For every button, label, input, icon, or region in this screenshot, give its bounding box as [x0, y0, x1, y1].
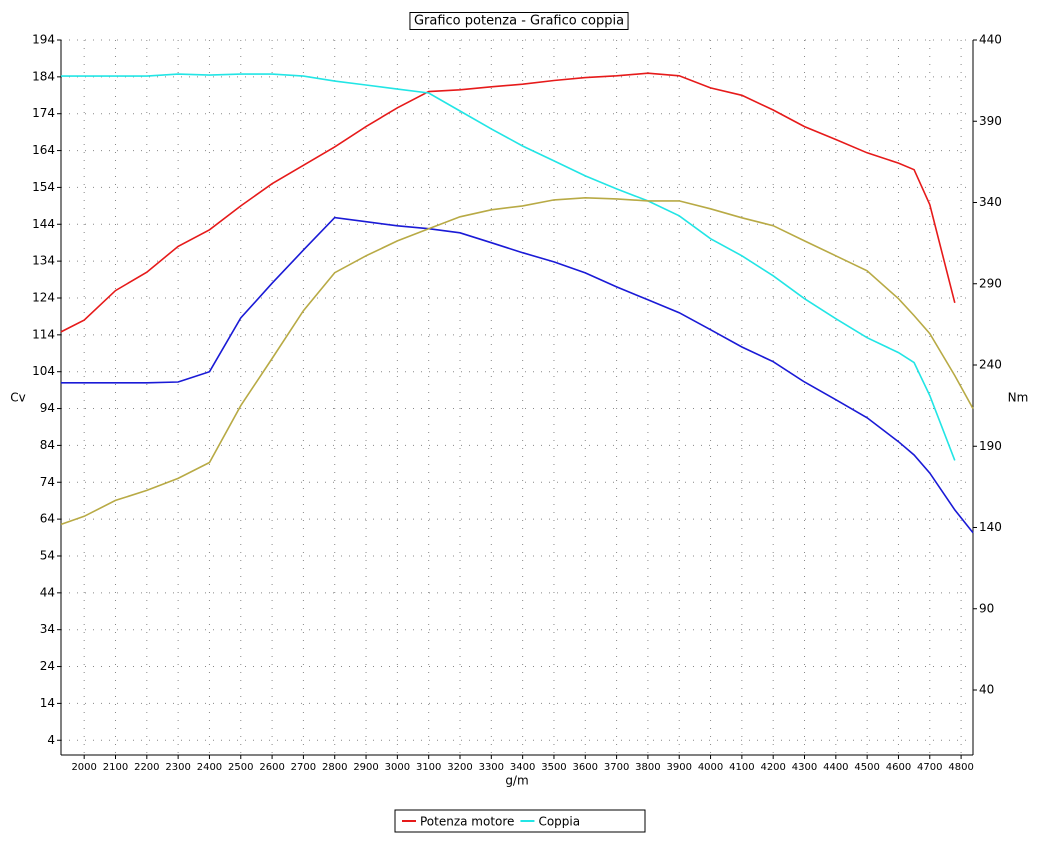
y-tick-label: 114: [32, 327, 55, 341]
y-tick-label: 84: [40, 438, 55, 452]
x-tick-label: 2400: [197, 762, 222, 773]
y2-tick-label: 440: [979, 33, 1002, 47]
x-tick-label: 2800: [322, 762, 347, 773]
y-tick-label: 64: [40, 512, 55, 526]
y-tick-label: 14: [40, 696, 55, 710]
x-tick-label: 4700: [917, 762, 942, 773]
x-tick-label: 2900: [353, 762, 378, 773]
y-tick-label: 54: [40, 548, 55, 562]
x-tick-label: 4600: [886, 762, 911, 773]
line: [60, 196, 974, 526]
y-tick-label: 124: [32, 290, 55, 304]
y-axis-label: Cv: [10, 391, 25, 405]
x-tick-label: 3800: [635, 762, 660, 773]
line: [61, 73, 956, 461]
y-tick-label: 34: [40, 622, 55, 636]
x-tick-label: 2000: [71, 762, 96, 773]
y2-tick-label: 340: [979, 195, 1002, 209]
x-tick-label: 3500: [541, 762, 566, 773]
y2-tick-label: 190: [979, 439, 1002, 453]
x-tick-label: 4200: [760, 762, 785, 773]
y-tick-label: 164: [32, 143, 55, 157]
y-tick-label: 4: [47, 733, 55, 747]
x-tick-label: 4400: [823, 762, 848, 773]
y-tick-label: 74: [40, 475, 55, 489]
x-tick-label: 3900: [667, 762, 692, 773]
y2-tick-label: 40: [979, 683, 994, 697]
x-tick-label: 4000: [698, 762, 723, 773]
y2-tick-label: 240: [979, 358, 1002, 372]
y-tick-label: 94: [40, 401, 55, 415]
y-tick-label: 174: [32, 106, 55, 120]
x-tick-label: 2600: [259, 762, 284, 773]
legend-label: Potenza motore: [420, 815, 514, 829]
x-tick-label: 4100: [729, 762, 754, 773]
line: [61, 216, 974, 534]
y2-tick-label: 90: [979, 601, 994, 615]
x-tick-label: 3000: [385, 762, 410, 773]
y-tick-label: 104: [32, 364, 55, 378]
x-tick-label: 2100: [103, 762, 128, 773]
line: [60, 72, 956, 333]
y-tick-label: 44: [40, 585, 55, 599]
legend-label: Coppia: [538, 815, 580, 829]
x-tick-label: 3300: [479, 762, 504, 773]
y2-tick-label: 290: [979, 276, 1002, 290]
y-tick-label: 194: [32, 33, 55, 47]
x-tick-label: 2300: [165, 762, 190, 773]
x-tick-label: 3400: [510, 762, 535, 773]
y-tick-label: 24: [40, 659, 55, 673]
y-tick-label: 144: [32, 217, 55, 231]
y-tick-label: 134: [32, 254, 55, 268]
y2-tick-label: 390: [979, 114, 1002, 128]
x-tick-label: 2500: [228, 762, 253, 773]
x-tick-label: 3700: [604, 762, 629, 773]
y-tick-label: 184: [32, 69, 55, 83]
x-tick-label: 2700: [291, 762, 316, 773]
y2-axis-label: Nm: [1008, 391, 1029, 405]
x-tick-label: 3200: [447, 762, 472, 773]
title-box: [409, 12, 629, 30]
x-tick-label: 3600: [573, 762, 598, 773]
x-tick-label: 3100: [416, 762, 441, 773]
chart-title: Grafico potenza - Grafico coppia: [414, 14, 624, 29]
x-tick-label: 4300: [792, 762, 817, 773]
x-tick-label: 4500: [854, 762, 879, 773]
y-tick-label: 154: [32, 180, 55, 194]
x-tick-label: 2200: [134, 762, 159, 773]
y2-tick-label: 140: [979, 520, 1002, 534]
legend-box: [394, 809, 646, 833]
x-tick-label: 4800: [948, 762, 973, 773]
x-axis-label: g/m: [505, 774, 528, 788]
